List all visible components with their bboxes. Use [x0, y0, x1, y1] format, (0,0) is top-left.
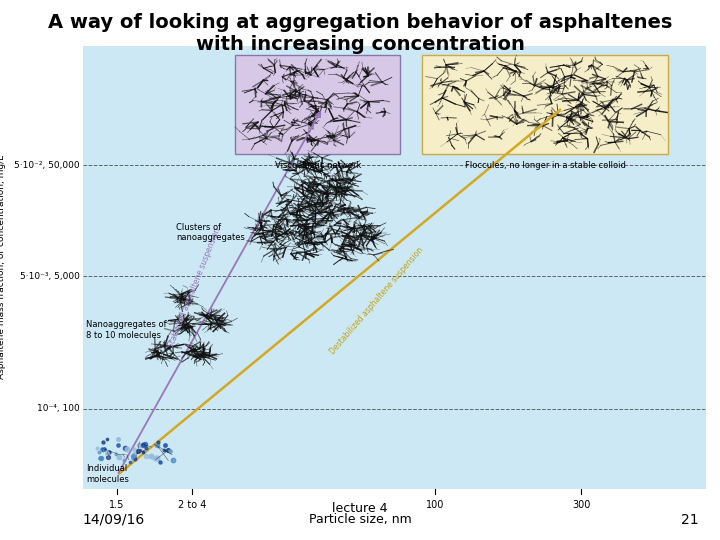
Text: 100: 100 [426, 500, 444, 510]
Text: 300: 300 [572, 500, 590, 510]
Text: 10⁻⁴, 100: 10⁻⁴, 100 [37, 404, 80, 414]
Text: Clusters of
nanoaggregates: Clusters of nanoaggregates [176, 223, 245, 242]
Bar [235, 55, 400, 154]
Text: Nanoaggregates of
8 to 10 molecules: Nanoaggregates of 8 to 10 molecules [86, 320, 166, 340]
Text: Viscoelastic network: Viscoelastic network [275, 161, 361, 170]
Text: Floccules, no longer in a stable colloid: Floccules, no longer in a stable colloid [465, 161, 626, 170]
Text: 5·10⁻², 50,000: 5·10⁻², 50,000 [14, 161, 80, 170]
Text: 1.5: 1.5 [109, 500, 125, 510]
Bar [422, 55, 668, 154]
Text: A way of looking at aggregation behavior of asphaltenes: A way of looking at aggregation behavior… [48, 14, 672, 32]
Text: Individual
molecules: Individual molecules [86, 464, 129, 484]
Text: 14/09/16: 14/09/16 [83, 512, 145, 526]
Text: 21: 21 [681, 512, 698, 526]
Text: Destabilized asphaltene suspension: Destabilized asphaltene suspension [328, 245, 426, 356]
Text: 5·10⁻³, 5,000: 5·10⁻³, 5,000 [20, 272, 80, 281]
Text: 2 to 4: 2 to 4 [178, 500, 206, 510]
Text: Asphaltene mass fraction, or concentration, mg/L: Asphaltene mass fraction, or concentrati… [0, 155, 6, 380]
Text: Stabilized asphaltene suspension: Stabilized asphaltene suspension [167, 226, 222, 348]
Text: lecture 4
Particle size, nm: lecture 4 Particle size, nm [309, 503, 411, 526]
Text: with increasing concentration: with increasing concentration [196, 35, 524, 54]
